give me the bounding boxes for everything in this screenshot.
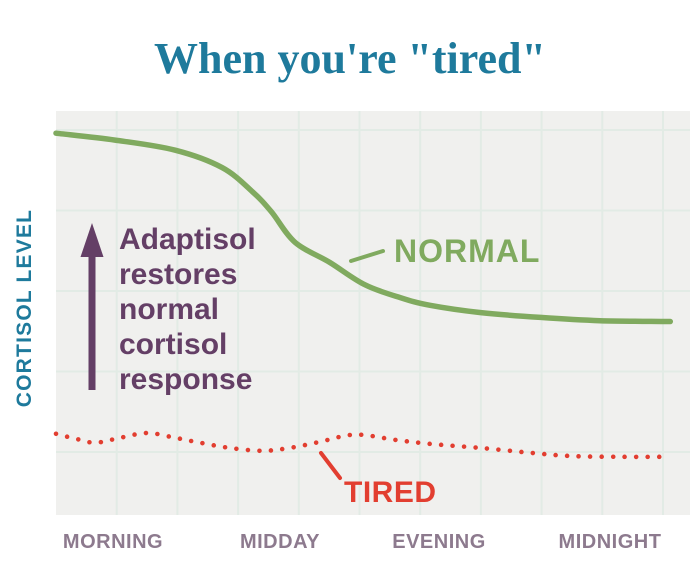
x-tick-midday: MIDDAY [239, 531, 321, 553]
normal-leader-line [349, 249, 385, 263]
plot-background [56, 111, 690, 515]
annotation-text: Adaptisol restores normal cortisol respo… [119, 223, 256, 396]
x-tick-morning: MORNING [62, 531, 164, 553]
normal-line [53, 130, 674, 325]
up-arrow [80, 223, 104, 390]
normal-series-label: NORMAL [394, 233, 541, 269]
x-tick-evening: EVENING [392, 531, 486, 553]
x-tick-midnight: MIDNIGHT [558, 531, 662, 553]
chart-title: When you're "tired" [154, 34, 546, 83]
tired-series-label: TIRED [344, 476, 437, 509]
tired-leader-line [319, 451, 342, 480]
